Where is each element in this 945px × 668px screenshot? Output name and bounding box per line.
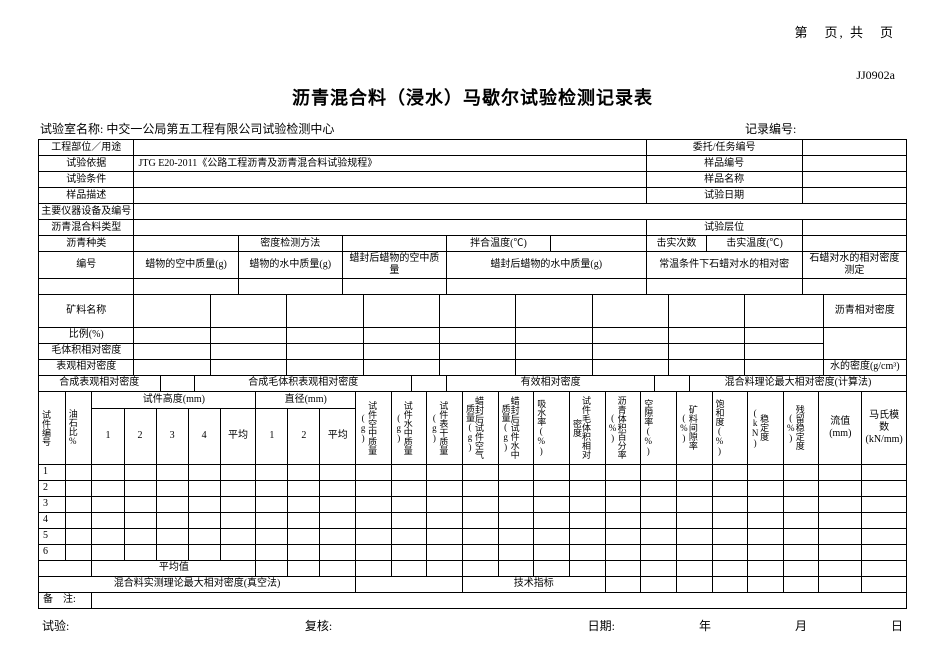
cell: 蜡物的水中质量(g): [238, 252, 342, 279]
doc-code: JJ0902a: [856, 68, 895, 83]
col: 吸水率(%): [536, 397, 545, 458]
reviewer-label: 复核:: [305, 617, 568, 634]
col-oil-ratio: 油石比%: [68, 407, 77, 448]
cell: 主要仪器设备及编号: [39, 204, 134, 220]
rownum: 3: [39, 496, 66, 512]
col-sample-id: 试件编号: [41, 408, 50, 448]
cell: 试验条件: [39, 172, 134, 188]
col: 马氏模数(kN/mm): [862, 392, 907, 464]
cell: 沥青混合料类型: [39, 220, 134, 236]
rownum: 5: [39, 528, 66, 544]
col-diam-title: 直径(mm): [256, 392, 356, 408]
col: 饱和度(%): [715, 397, 724, 458]
cell: 编号: [39, 252, 134, 279]
col: 1: [92, 408, 124, 464]
cell: 委托/任务编号: [646, 140, 802, 156]
month-label: 月: [795, 617, 807, 634]
rownum: 4: [39, 512, 66, 528]
results-table: 试件编号 油石比% 试件高度(mm) 直径(mm) 试件空中质量(g) 试件水中…: [38, 392, 907, 609]
col: 残留稳定度(%): [786, 393, 804, 463]
col-height-title: 试件高度(mm): [92, 392, 256, 408]
col: 矿料间隙率(%): [679, 393, 697, 463]
col: 2: [288, 408, 320, 464]
cell: 水的密度(g/cm³): [823, 359, 906, 375]
date-label: 日期:: [588, 617, 615, 634]
rownum: 2: [39, 480, 66, 496]
cell: 混合料理论最大相对密度(计算法): [689, 376, 906, 392]
col: 1: [256, 408, 288, 464]
cell: 蜡封后蜡物的水中质量(g): [446, 252, 646, 279]
page-title: 沥青混合料（浸水）马歇尔试验检测记录表: [38, 84, 907, 110]
footer-line: 试验: 复核: 日期: 年 月 日: [38, 617, 907, 634]
cell: 样品名称: [646, 172, 802, 188]
col: 沥青体积百分率(%): [608, 393, 626, 463]
rownum: 6: [39, 544, 66, 560]
col: 蜡封后试件空气质量(g): [465, 393, 483, 463]
cell: 拌合温度(℃): [446, 236, 550, 252]
cell: 工程部位／用途: [39, 140, 134, 156]
cell: 毛体积相对密度: [39, 343, 134, 359]
col: 稳定度(kN): [750, 393, 768, 463]
lab-name-label: 试验室名称:: [40, 122, 103, 136]
section-header: 合成表观相对密度 合成毛体积表观相对密度 有效相对密度 混合料理论最大相对密度(…: [38, 376, 907, 393]
day-label: 日: [891, 617, 903, 634]
cell: 试验依据: [39, 156, 134, 172]
cell: 比例(%): [39, 327, 134, 343]
col: 空隙率(%): [643, 397, 652, 458]
lab-name-value: 中交一公局第五工程有限公司试验检测中心: [106, 122, 334, 136]
remark-label: 备 注:: [39, 592, 92, 608]
cell: 常温条件下石蜡对水的相对密: [646, 252, 802, 279]
cell: 蜡封后蜡物的空中质量: [342, 252, 446, 279]
col: 2: [124, 408, 156, 464]
material-table: 矿料名称 沥青相对密度 比例(%) 毛体积相对密度 表观相对密度 水的密度(g/…: [38, 295, 907, 376]
cell: 石蜡对水的相对密度测定: [802, 252, 906, 279]
pager-text: 第 页, 共 页: [794, 22, 895, 41]
col: 3: [156, 408, 188, 464]
cell: 试验日期: [646, 188, 802, 204]
cell: 蜡物的空中质量(g): [134, 252, 238, 279]
col: 流值(mm): [819, 392, 862, 464]
col: 试件毛体积相对密度: [572, 393, 590, 463]
cell: 合成表观相对密度: [39, 376, 161, 392]
col: 试件空中质量(g): [358, 393, 376, 463]
cell: 击实温度(℃): [707, 236, 802, 252]
cell: 沥青相对密度: [823, 295, 906, 327]
tech-label: 技术指标: [463, 576, 606, 592]
cell: 击实次数: [646, 236, 707, 252]
col: 试件表干质量(g): [429, 393, 447, 463]
cell: 有效相对密度: [446, 376, 654, 392]
vac-label: 混合料实测理论最大相对密度(真空法): [39, 576, 356, 592]
col: 蜡封后试件水中质量(g): [501, 393, 519, 463]
cell: 合成毛体积表观相对密度: [195, 376, 412, 392]
tester-label: 试验:: [42, 617, 305, 634]
cell: 矿料名称: [39, 295, 134, 327]
cell: JTG E20-2011《公路工程沥青及沥青混合料试验规程》: [134, 156, 646, 172]
col: 试件水中质量(g): [394, 393, 412, 463]
cell: 密度检测方法: [238, 236, 342, 252]
cell: 表观相对密度: [39, 359, 134, 375]
cell: 沥青种类: [39, 236, 134, 252]
col: 4: [188, 408, 220, 464]
year-label: 年: [699, 617, 711, 634]
header-table: 工程部位／用途 委托/任务编号 试验依据 JTG E20-2011《公路工程沥青…: [38, 139, 907, 295]
record-no-label: 记录编号:: [745, 122, 796, 136]
avg-label: 平均值: [92, 560, 256, 576]
col: 平均: [320, 408, 356, 464]
cell: 样品编号: [646, 156, 802, 172]
meta-line: 试验室名称: 中交一公局第五工程有限公司试验检测中心 记录编号:: [38, 120, 907, 137]
cell: 试验层位: [646, 220, 802, 236]
rownum: 1: [39, 464, 66, 480]
cell: 样品描述: [39, 188, 134, 204]
col: 平均: [220, 408, 256, 464]
